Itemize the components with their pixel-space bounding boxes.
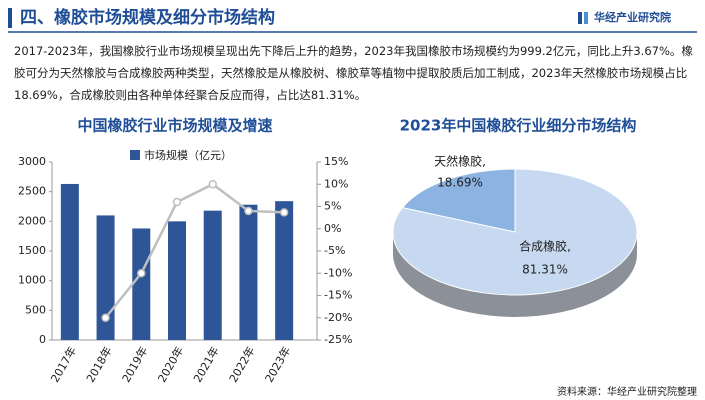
y-tick-label: 0 (39, 333, 46, 346)
growth-point (208, 180, 217, 189)
pie-slice (401, 168, 516, 233)
growth-point (172, 197, 182, 207)
y2-tick-label: 5% (324, 200, 341, 213)
bar (60, 183, 79, 340)
chart-title: 2023年中国橡胶行业细分市场结构 (400, 117, 637, 135)
x-tick-label: 2020年 (155, 344, 187, 385)
pie-value: 18.69% (437, 176, 483, 190)
y2-tick-label: -15% (324, 289, 352, 302)
x-tick-label: 2023年 (262, 344, 294, 385)
y2-tick-label: -25% (324, 333, 352, 346)
pie-label: 合成橡胶, (519, 239, 571, 254)
growth-line (104, 182, 285, 319)
pie-side (393, 232, 637, 317)
source: 资料来源：华经产业研究院整理 (557, 385, 697, 398)
bar (275, 201, 294, 340)
y-tick-label: 500 (25, 303, 46, 316)
x-tick-label: 2019年 (119, 344, 151, 385)
x-tick-label: 2017年 (47, 344, 79, 385)
paragraph: 2017-2023年，我国橡胶行业市场规模呈现出先下降后上升的趋势，2023年我… (14, 44, 693, 102)
bar (132, 228, 151, 340)
x-tick-label: 2022年 (226, 344, 258, 385)
y-tick-label: 3000 (18, 155, 46, 168)
chart-title: 中国橡胶行业市场规模及增速 (77, 117, 272, 135)
y2-tick-label: -5% (324, 244, 345, 257)
pie-label: 天然橡胶, (434, 154, 486, 169)
y2-tick-label: 10% (324, 177, 348, 190)
slide-title: 四、橡胶市场规模及细分市场结构 (20, 7, 275, 28)
bar (168, 221, 186, 340)
title-accent (8, 8, 12, 28)
x-tick-label: 2021年 (190, 344, 222, 385)
growth-point (279, 208, 289, 217)
legend-label: 市场规模（亿元） (144, 148, 232, 162)
y-tick-label: 2000 (18, 214, 46, 227)
bar (239, 204, 258, 340)
y2-tick-label: -10% (324, 266, 352, 279)
legend-swatch (130, 150, 140, 160)
growth-point (137, 269, 146, 278)
pie-slice (392, 168, 638, 296)
x-tick-label: 2018年 (83, 344, 115, 385)
logo: 华经产业研究院 (594, 10, 671, 24)
y-tick-label: 1000 (18, 274, 46, 287)
pie-value: 81.31% (522, 263, 568, 277)
logo-icon (584, 12, 588, 24)
bar (96, 215, 115, 340)
y-tick-label: 2500 (18, 185, 46, 198)
y2-tick-label: 0% (324, 222, 341, 235)
y2-tick-label: 15% (324, 155, 348, 168)
growth-point (244, 206, 253, 216)
y-tick-label: 1500 (18, 244, 46, 257)
growth-point (101, 313, 110, 322)
logo-icon (578, 12, 582, 24)
y2-tick-label: -20% (324, 311, 352, 324)
bar (203, 210, 222, 340)
